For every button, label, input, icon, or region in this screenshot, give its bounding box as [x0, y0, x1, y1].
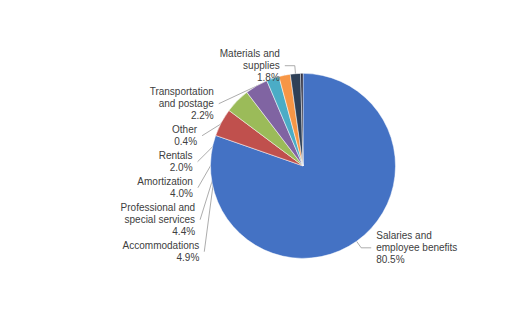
svg-text:Amortization: Amortization [137, 176, 193, 187]
svg-text:Professional and: Professional and [121, 202, 196, 213]
svg-text:supplies: supplies [243, 60, 280, 71]
svg-text:and postage: and postage [159, 98, 214, 109]
svg-text:4.9%: 4.9% [176, 252, 199, 263]
svg-text:Accommodations: Accommodations [123, 240, 200, 251]
svg-text:4.0%: 4.0% [170, 188, 193, 199]
svg-text:Other: Other [172, 124, 198, 135]
svg-text:4.4%: 4.4% [172, 226, 195, 237]
svg-text:employee benefits: employee benefits [376, 242, 457, 253]
svg-text:80.5%: 80.5% [376, 254, 404, 265]
svg-text:2.0%: 2.0% [170, 162, 193, 173]
svg-text:1.8%: 1.8% [257, 72, 280, 83]
svg-text:Salaries and: Salaries and [376, 230, 432, 241]
svg-text:Rentals: Rentals [159, 150, 193, 161]
svg-text:Transportation: Transportation [150, 86, 214, 97]
svg-text:0.4%: 0.4% [174, 136, 197, 147]
svg-text:special services: special services [125, 214, 196, 225]
svg-text:Materials and: Materials and [220, 48, 280, 59]
svg-text:2.2%: 2.2% [191, 110, 214, 121]
